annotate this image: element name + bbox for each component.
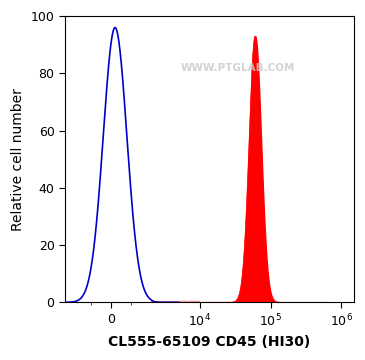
- Y-axis label: Relative cell number: Relative cell number: [11, 88, 25, 231]
- X-axis label: CL555-65109 CD45 (HI30): CL555-65109 CD45 (HI30): [108, 335, 311, 349]
- Text: WWW.PTGLAB.COM: WWW.PTGLAB.COM: [181, 63, 296, 73]
